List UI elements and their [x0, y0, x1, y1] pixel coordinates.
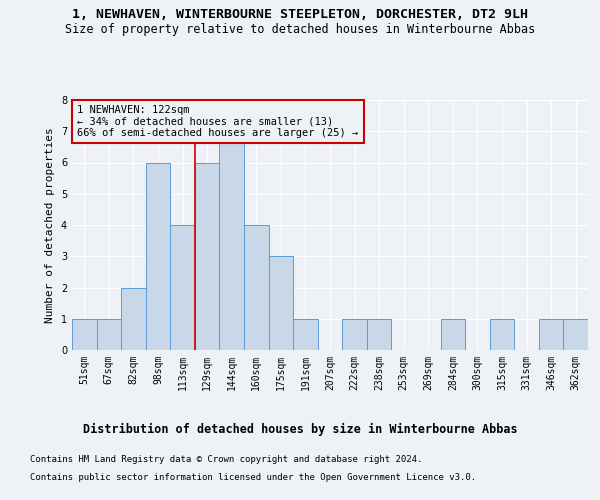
Bar: [97, 319, 121, 350]
Bar: [539, 319, 563, 350]
Bar: [269, 256, 293, 350]
Y-axis label: Number of detached properties: Number of detached properties: [46, 127, 55, 323]
Text: Distribution of detached houses by size in Winterbourne Abbas: Distribution of detached houses by size …: [83, 422, 517, 436]
Bar: [367, 319, 391, 350]
Bar: [440, 319, 465, 350]
Bar: [121, 288, 146, 350]
Text: Contains public sector information licensed under the Open Government Licence v3: Contains public sector information licen…: [30, 472, 476, 482]
Bar: [563, 319, 588, 350]
Text: 1 NEWHAVEN: 122sqm
← 34% of detached houses are smaller (13)
66% of semi-detache: 1 NEWHAVEN: 122sqm ← 34% of detached hou…: [77, 105, 358, 138]
Text: Size of property relative to detached houses in Winterbourne Abbas: Size of property relative to detached ho…: [65, 22, 535, 36]
Bar: [220, 131, 244, 350]
Bar: [195, 162, 220, 350]
Bar: [293, 319, 318, 350]
Text: 1, NEWHAVEN, WINTERBOURNE STEEPLETON, DORCHESTER, DT2 9LH: 1, NEWHAVEN, WINTERBOURNE STEEPLETON, DO…: [72, 8, 528, 20]
Bar: [244, 225, 269, 350]
Text: Contains HM Land Registry data © Crown copyright and database right 2024.: Contains HM Land Registry data © Crown c…: [30, 455, 422, 464]
Bar: [490, 319, 514, 350]
Bar: [146, 162, 170, 350]
Bar: [72, 319, 97, 350]
Bar: [170, 225, 195, 350]
Bar: [342, 319, 367, 350]
